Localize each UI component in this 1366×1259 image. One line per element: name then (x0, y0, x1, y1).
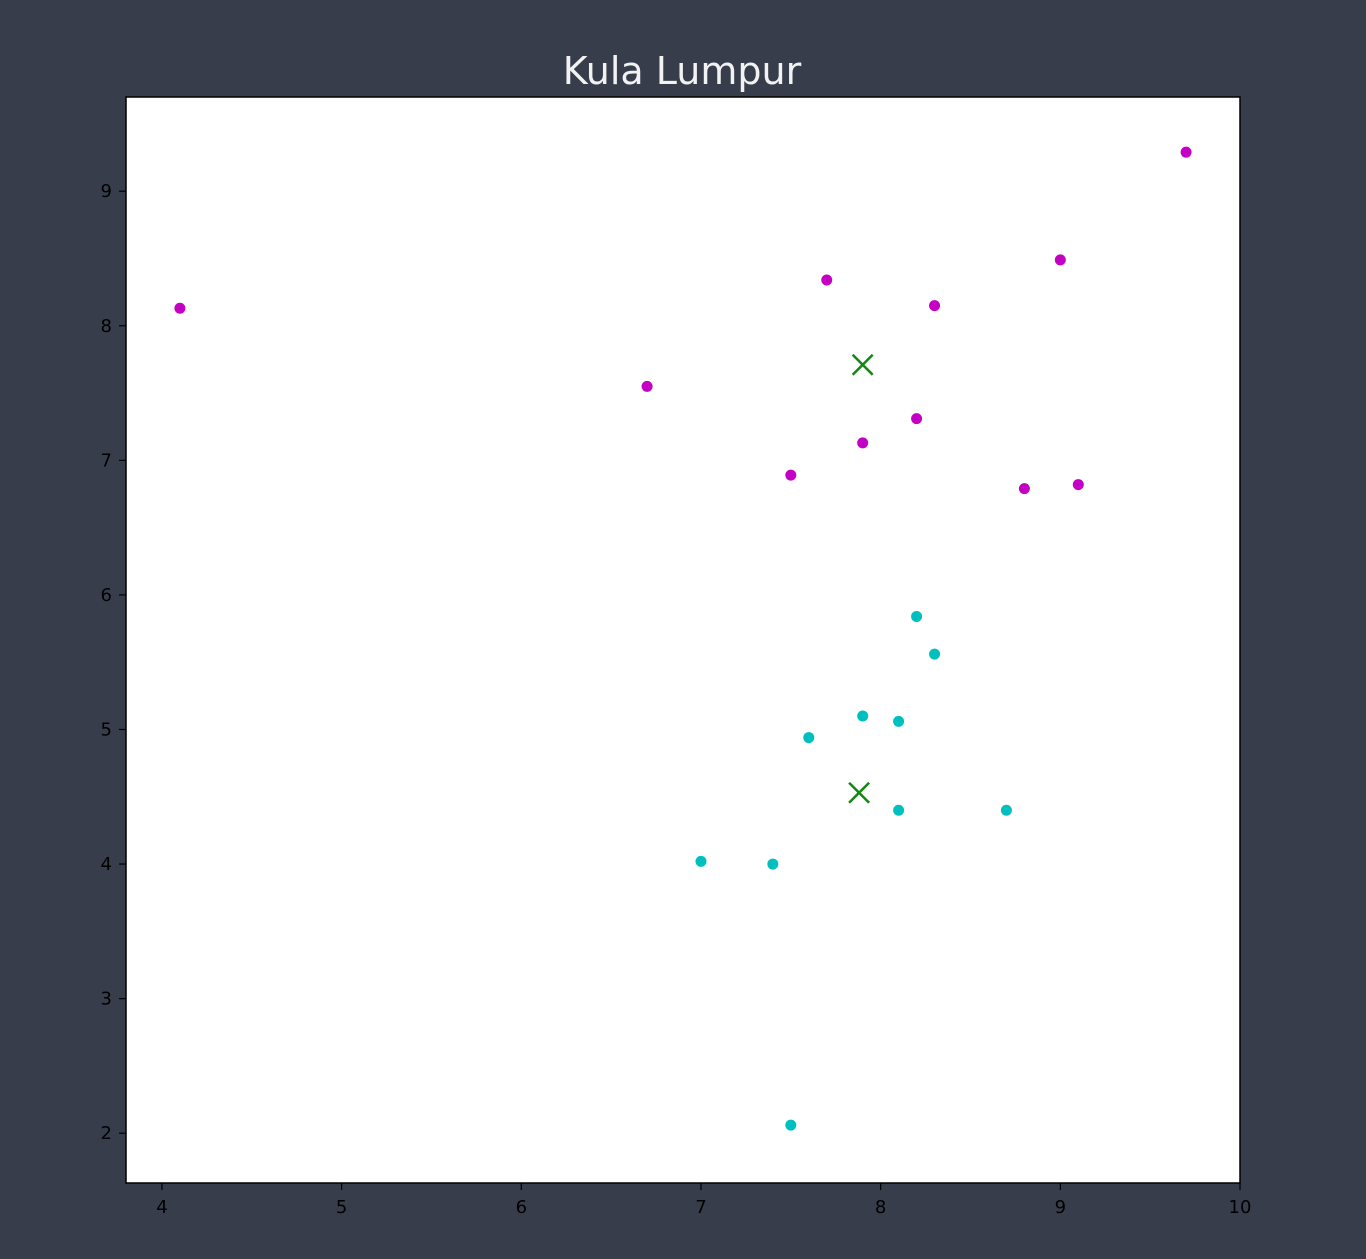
x-tick-label: 4 (156, 1197, 167, 1218)
cluster-b-point (695, 855, 707, 867)
cluster-b-point (893, 804, 905, 816)
y-axis: 2 3 4 5 6 7 8 9 (101, 181, 126, 1144)
x-tick-label: 9 (1055, 1197, 1066, 1218)
centroid-point (851, 353, 874, 376)
y-tick-label: 3 (101, 989, 112, 1010)
cluster-b-point (767, 858, 779, 870)
x-axis: 4 5 6 7 8 9 10 (156, 1183, 1251, 1218)
cluster-a-point (641, 380, 653, 392)
cluster-b-point (803, 732, 815, 744)
x-tick-label: 8 (875, 1197, 886, 1218)
cluster-a-point (857, 437, 869, 449)
x-tick-label: 7 (695, 1197, 706, 1218)
y-tick-label: 6 (101, 585, 112, 606)
data-marks (174, 146, 1192, 1131)
plot-frame (125, 96, 1241, 1184)
cluster-b-point (857, 710, 869, 722)
cluster-b-point (1000, 804, 1012, 816)
cluster-b-point (911, 610, 923, 622)
cluster-b-point (785, 1119, 797, 1131)
x-tick-label: 6 (516, 1197, 527, 1218)
y-tick-label: 2 (101, 1123, 112, 1144)
y-tick-label: 8 (101, 316, 112, 337)
cluster-a-point (1018, 483, 1030, 495)
cluster-a-point (911, 413, 923, 425)
cluster-a-point (1180, 146, 1192, 158)
cluster-a-point (785, 469, 797, 481)
chart-title: Kula Lumpur (563, 49, 802, 93)
y-tick-label: 9 (101, 181, 112, 202)
cluster-a-point (821, 274, 833, 286)
x-tick-label: 10 (1229, 1197, 1252, 1218)
y-tick-label: 4 (101, 854, 112, 875)
centroid-point (848, 781, 870, 804)
cluster-a-point (1054, 254, 1066, 266)
y-tick-label: 7 (101, 450, 112, 471)
cluster-b-point (893, 715, 905, 727)
cluster-a-point (929, 300, 941, 312)
cluster-b-point (929, 648, 941, 660)
cluster-a-point (1072, 479, 1084, 491)
plot-area (126, 97, 1240, 1183)
y-tick-label: 5 (101, 719, 112, 740)
cluster-a-point (174, 302, 186, 314)
x-tick-label: 5 (336, 1197, 347, 1218)
